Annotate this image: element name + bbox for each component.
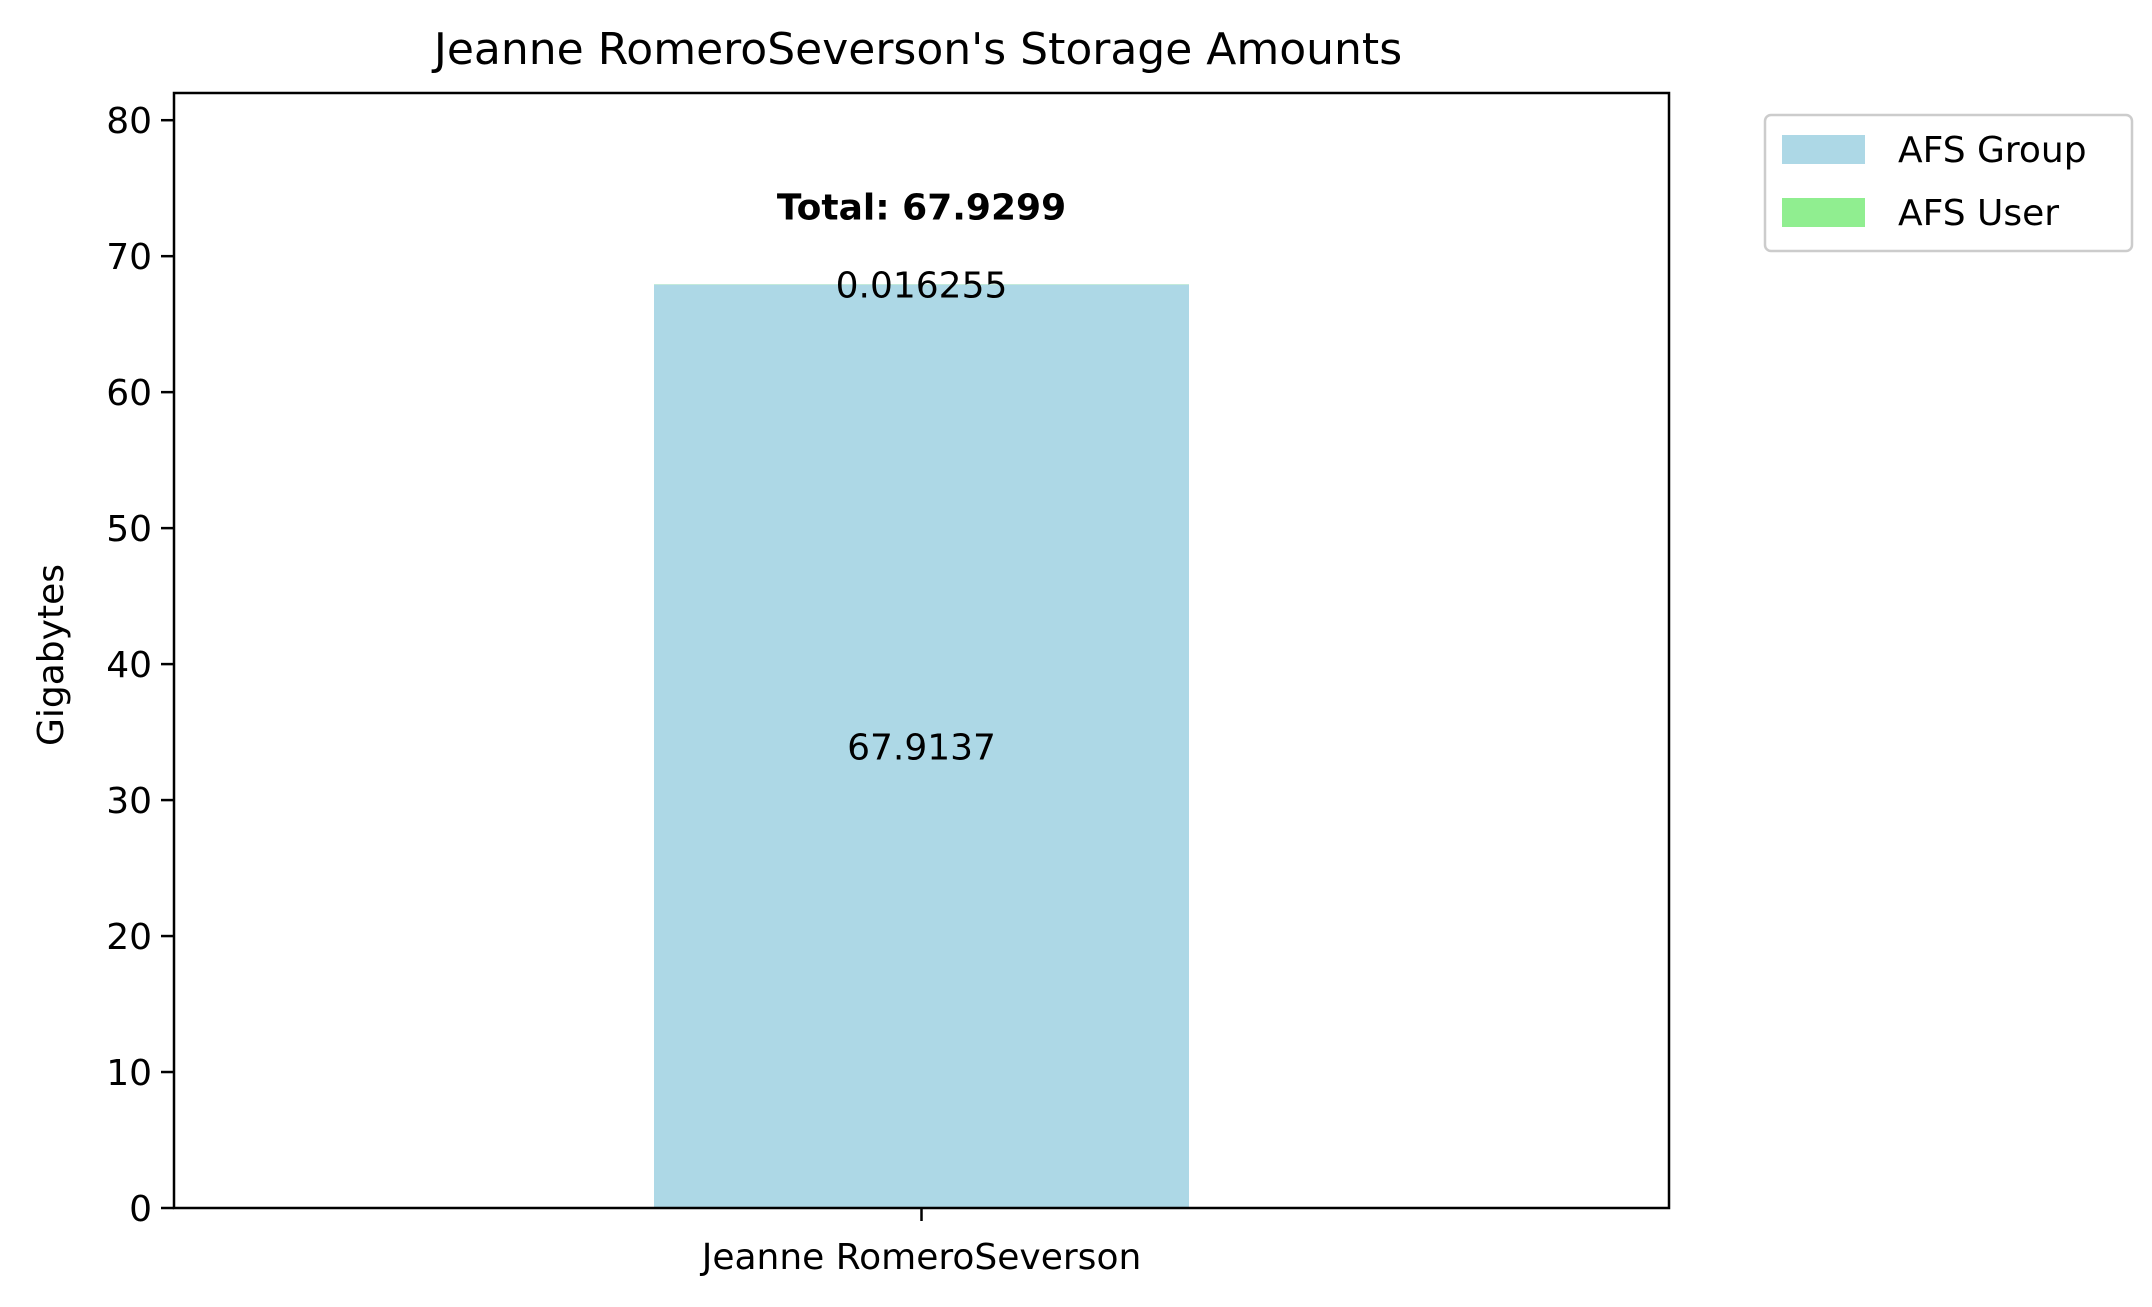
data-label-afs-group: 67.9137 xyxy=(847,727,996,768)
y-tick-label: 70 xyxy=(106,237,152,278)
y-tick-label: 10 xyxy=(106,1053,152,1094)
y-tick-label: 50 xyxy=(106,509,152,550)
y-axis-label: Gigabytes xyxy=(31,564,72,746)
legend: AFS Group AFS User xyxy=(1765,115,2132,251)
legend-label-afs-group: AFS Group xyxy=(1898,130,2087,171)
y-tick-label: 40 xyxy=(106,645,152,686)
total-label: Total: 67.9299 xyxy=(777,187,1066,228)
chart-title: Jeanne RomeroSeverson's Storage Amounts xyxy=(431,24,1402,75)
legend-swatch-afs-user xyxy=(1782,198,1865,227)
legend-label-afs-user: AFS User xyxy=(1898,193,2059,234)
y-tick-label: 30 xyxy=(106,781,152,822)
plot-area: 0 10 20 30 40 50 60 70 80 Jeanne RomeroSeverson 67… xyxy=(106,93,1669,1278)
y-tick-label: 80 xyxy=(106,101,152,142)
legend-swatch-afs-group xyxy=(1782,135,1865,164)
y-tick-label: 20 xyxy=(106,917,152,958)
y-tick-label: 0 xyxy=(129,1189,152,1230)
data-label-afs-user: 0.016255 xyxy=(836,265,1008,306)
y-tick-label: 60 xyxy=(106,373,152,414)
x-tick-label: Jeanne RomeroSeverson xyxy=(700,1237,1142,1278)
